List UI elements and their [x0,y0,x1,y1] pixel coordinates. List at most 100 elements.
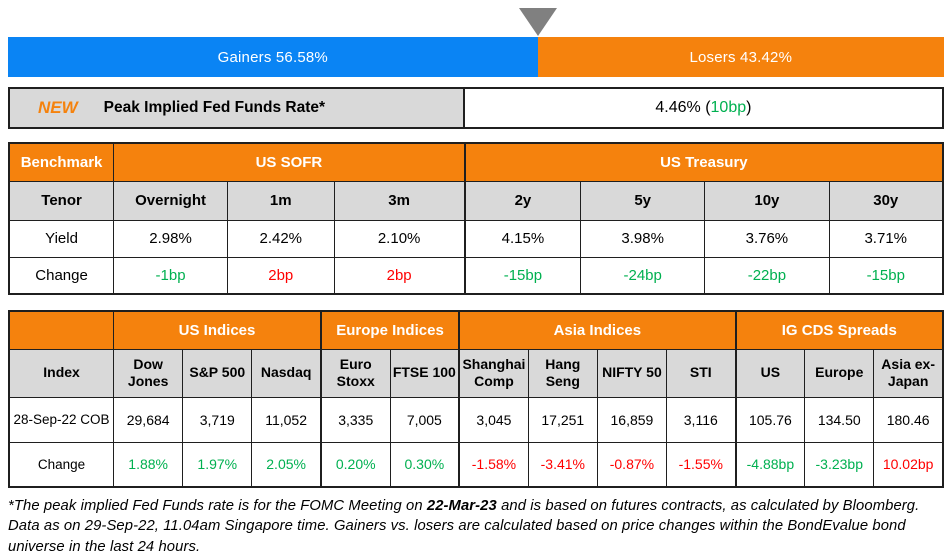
ig-cds-group-header: IG CDS Spreads [734,310,944,350]
index-name-cell: Asia ex-Japan [873,348,944,398]
index-name-cell: S&P 500 [182,348,253,398]
cob-cell: 180.46 [873,396,944,443]
benchmark-corner-cell: Benchmark [8,142,115,182]
cob-cell: 11,052 [251,396,322,443]
footnote-part2: and is based on futures contracts, as ca… [8,498,920,555]
change-cell: 0.20% [319,441,391,488]
cob-cell: 105.76 [734,396,806,443]
benchmark-table: Benchmark US SOFR US Treasury Tenor Over… [8,142,944,295]
change-cell: 0.30% [389,441,460,488]
indices-change-row: Change 1.88% 1.97% 2.05% 0.20% 0.30% -1.… [8,441,944,488]
change-cell: 1.88% [113,441,184,488]
losers-bar: Losers 43.42% [537,37,944,77]
cob-label: 28-Sep-22 COB [8,396,115,443]
indices-corner-cell [8,310,115,350]
cob-row: 28-Sep-22 COB 29,684 3,719 11,052 3,335 … [8,396,944,443]
change-cell: 1.97% [182,441,253,488]
change-label: Change [8,441,115,488]
indices-group-header-row: US Indices Europe Indices Asia Indices I… [8,310,944,350]
footnote-part1: *The peak implied Fed Funds rate is for … [8,498,427,514]
us-indices-group-header: US Indices [113,310,322,350]
index-name-row: Index Dow Jones S&P 500 Nasdaq Euro Stox… [8,348,944,398]
cob-cell: 7,005 [389,396,460,443]
cob-cell: 3,045 [458,396,529,443]
cob-cell: 16,859 [596,396,667,443]
losers-label: Losers 43.42% [689,48,793,66]
us-sofr-group-header: US SOFR [113,142,466,182]
change-cell: -3.23bp [804,441,875,488]
yield-label: Yield [8,219,115,258]
index-name-cell: Dow Jones [113,348,184,398]
fed-funds-label-cell: NEW Peak Implied Fed Funds Rate* [10,89,465,127]
new-badge: NEW [38,98,78,117]
change-cell: -22bp [704,256,830,295]
europe-indices-group-header: Europe Indices [319,310,460,350]
pointer-row [8,6,944,37]
gainers-losers-bar: Gainers 56.58% Losers 43.42% [8,37,944,77]
tenor-label: Tenor [8,180,115,221]
index-name-cell: STI [665,348,737,398]
tenor-cell: 1m [227,180,335,221]
index-label: Index [8,348,115,398]
cob-cell: 17,251 [527,396,598,443]
gainers-bar: Gainers 56.58% [8,37,538,77]
yield-cell: 2.42% [227,219,335,258]
index-name-cell: US [734,348,806,398]
yield-cell: 2.10% [333,219,466,258]
tenor-cell: 3m [333,180,466,221]
change-cell: -3.41% [527,441,598,488]
yield-cell: 4.15% [463,219,582,258]
cob-cell: 29,684 [113,396,184,443]
change-cell: 10.02bp [873,441,944,488]
split-pointer-icon [518,8,557,36]
tenor-cell: 10y [704,180,830,221]
change-cell: -4.88bp [734,441,806,488]
index-name-cell: Hang Seng [527,348,598,398]
asia-indices-group-header: Asia Indices [458,310,737,350]
fed-funds-value-cell: 4.46% (10bp) [465,89,942,127]
change-cell: -1.58% [458,441,529,488]
tenor-row: Tenor Overnight 1m 3m 2y 5y 10y 30y [8,180,944,221]
fed-funds-change: 10bp [710,99,747,116]
fed-funds-label: Peak Implied Fed Funds Rate* [103,99,326,116]
yield-row: Yield 2.98% 2.42% 2.10% 4.15% 3.98% 3.76… [8,219,944,258]
yield-cell: 3.98% [580,219,706,258]
tenor-cell: 5y [580,180,706,221]
cob-cell: 3,335 [319,396,391,443]
fed-funds-row: NEW Peak Implied Fed Funds Rate* 4.46% (… [8,87,944,129]
index-name-cell: NIFTY 50 [596,348,667,398]
change-cell: 2bp [227,256,335,295]
change-cell: -1bp [113,256,229,295]
index-name-cell: Europe [804,348,875,398]
cob-cell: 3,719 [182,396,253,443]
yield-cell: 3.71% [828,219,944,258]
change-cell: 2bp [333,256,466,295]
change-cell: -1.55% [665,441,737,488]
index-name-cell: Euro Stoxx [319,348,391,398]
us-treasury-group-header: US Treasury [463,142,944,182]
fed-funds-value-prefix: 4.46% ( [655,99,711,116]
index-name-cell: FTSE 100 [389,348,460,398]
indices-table: US Indices Europe Indices Asia Indices I… [8,310,944,488]
footnote-bold-date: 22-Mar-23 [426,498,497,514]
tenor-cell: 30y [828,180,944,221]
benchmark-group-header-row: Benchmark US SOFR US Treasury [8,142,944,182]
fed-funds-value-suffix: ) [746,99,752,116]
tenor-cell: Overnight [113,180,229,221]
index-name-cell: Shanghai Comp [458,348,529,398]
benchmark-change-row: Change -1bp 2bp 2bp -15bp -24bp -22bp -1… [8,256,944,295]
yield-cell: 3.76% [704,219,830,258]
change-label: Change [8,256,115,295]
index-name-cell: Nasdaq [251,348,322,398]
change-cell: -0.87% [596,441,667,488]
cob-cell: 3,116 [665,396,737,443]
change-cell: -15bp [463,256,582,295]
yield-cell: 2.98% [113,219,229,258]
change-cell: -15bp [828,256,944,295]
change-cell: -24bp [580,256,706,295]
change-cell: 2.05% [251,441,322,488]
gainers-label: Gainers 56.58% [217,48,328,66]
footnote: *The peak implied Fed Funds rate is for … [8,496,944,557]
tenor-cell: 2y [463,180,582,221]
